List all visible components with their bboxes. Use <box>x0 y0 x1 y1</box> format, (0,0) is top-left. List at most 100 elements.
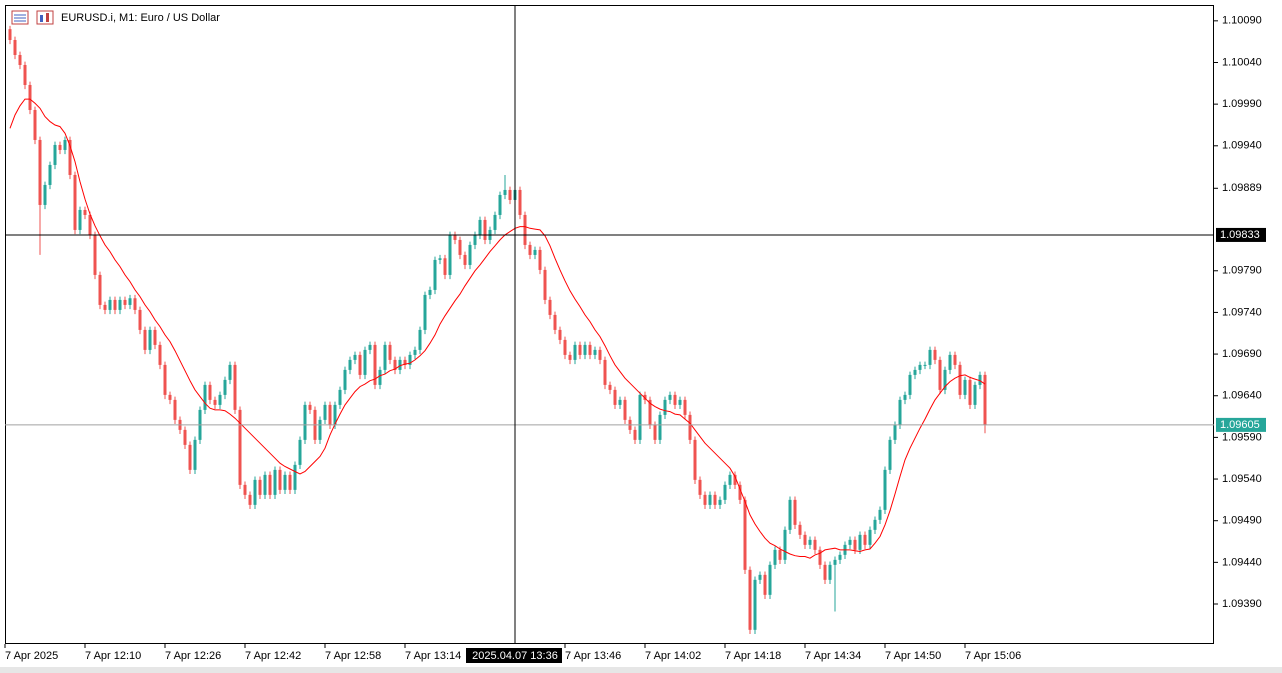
candle-body <box>248 494 252 505</box>
candle-body <box>23 64 27 85</box>
y-tick-label: 1.09540 <box>1222 473 1262 485</box>
candle-body <box>938 359 942 390</box>
candle-body <box>898 399 902 425</box>
candle-body <box>503 189 507 195</box>
candle-body <box>603 359 607 385</box>
candle-body <box>788 499 792 530</box>
y-tick-label: 1.10090 <box>1222 15 1262 27</box>
y-tick-label: 1.09590 <box>1222 431 1262 443</box>
candle-body <box>128 298 132 305</box>
candle-body <box>528 244 532 255</box>
candle-body <box>93 234 97 275</box>
candle-body <box>638 394 642 440</box>
candle-body <box>363 349 367 375</box>
y-tick-label: 1.09640 <box>1222 390 1262 402</box>
y-tick-label: 1.09690 <box>1222 348 1262 360</box>
candle-body <box>183 429 187 445</box>
plot-frame <box>5 5 1214 644</box>
crosshair-time-label: 2025.04.07 13:36 <box>472 650 558 662</box>
x-tick-label: 7 Apr 12:26 <box>165 650 221 662</box>
crosshair-time-box <box>466 648 562 663</box>
candle-body <box>388 344 392 360</box>
candle-body <box>148 329 152 350</box>
candle-body <box>973 384 977 405</box>
candle-body <box>813 539 817 550</box>
candle-body <box>283 474 287 490</box>
candle-body <box>863 534 867 545</box>
candle-body <box>913 369 917 375</box>
candle-body <box>633 429 637 440</box>
candle-body <box>113 299 117 310</box>
candle-body <box>748 569 752 630</box>
candle-body <box>563 339 567 355</box>
candle-body <box>948 354 952 370</box>
bid-label: 1.09605 <box>1220 419 1260 431</box>
candle-body <box>753 579 757 630</box>
candle-body <box>568 354 572 360</box>
candle-body <box>48 164 52 185</box>
x-tick-label: 7 Apr 12:42 <box>245 650 301 662</box>
candle-body <box>343 369 347 390</box>
candle-body <box>383 344 387 370</box>
candle-body <box>353 354 357 360</box>
candle-body <box>548 299 552 315</box>
icon-bar <box>40 15 43 22</box>
candle-body <box>763 574 767 595</box>
candle-body <box>618 399 622 405</box>
candle-body <box>243 484 247 495</box>
candle-body <box>833 559 837 565</box>
x-tick-label: 7 Apr 15:06 <box>965 650 1021 662</box>
icon-chart <box>36 10 54 25</box>
candle-body <box>123 299 127 305</box>
candle-body <box>318 419 322 440</box>
candle-body <box>413 349 417 355</box>
window-bottom <box>0 667 1282 673</box>
candle-body <box>683 399 687 415</box>
candle-body <box>648 399 652 425</box>
candle-body <box>523 214 527 245</box>
crosshair-price-label: 1.09833 <box>1220 229 1260 241</box>
candle-body <box>238 409 242 485</box>
candle-body <box>338 389 342 405</box>
candle-body <box>58 144 62 150</box>
candle-body <box>943 369 947 390</box>
candle-body <box>983 374 987 425</box>
candle-body <box>233 364 237 410</box>
bid-label-box <box>1216 417 1266 432</box>
candle-body <box>893 424 897 440</box>
candle-body <box>323 404 327 420</box>
candle-body <box>723 484 727 500</box>
candle-body <box>13 39 17 55</box>
candle-body <box>453 234 457 240</box>
candle-body <box>923 364 927 366</box>
y-tick-label: 1.09490 <box>1222 515 1262 527</box>
candle-body <box>423 294 427 330</box>
candle-body <box>258 479 262 495</box>
y-tick-label: 1.09790 <box>1222 265 1262 277</box>
candle-body <box>458 239 462 255</box>
candle-body <box>883 469 887 510</box>
candle-body <box>483 219 487 240</box>
candle-body <box>163 364 167 395</box>
candle-body <box>153 329 157 345</box>
candle-body <box>808 539 812 545</box>
candle-body <box>828 564 832 580</box>
candle-body <box>293 464 297 490</box>
candle-body <box>798 524 802 535</box>
candle-body <box>588 344 592 355</box>
candle-body <box>448 234 452 275</box>
candle-body <box>368 344 372 350</box>
crosshair-price-box <box>1216 227 1266 242</box>
candle-body <box>438 258 442 260</box>
candle-body <box>68 139 72 175</box>
candle-body <box>38 139 42 205</box>
candle-body <box>673 394 677 405</box>
candle-body <box>963 379 967 395</box>
candle-body <box>573 344 577 360</box>
candle-body <box>738 484 742 500</box>
candle-body <box>773 549 777 565</box>
candle-body <box>653 424 657 440</box>
candle-body <box>768 564 772 595</box>
